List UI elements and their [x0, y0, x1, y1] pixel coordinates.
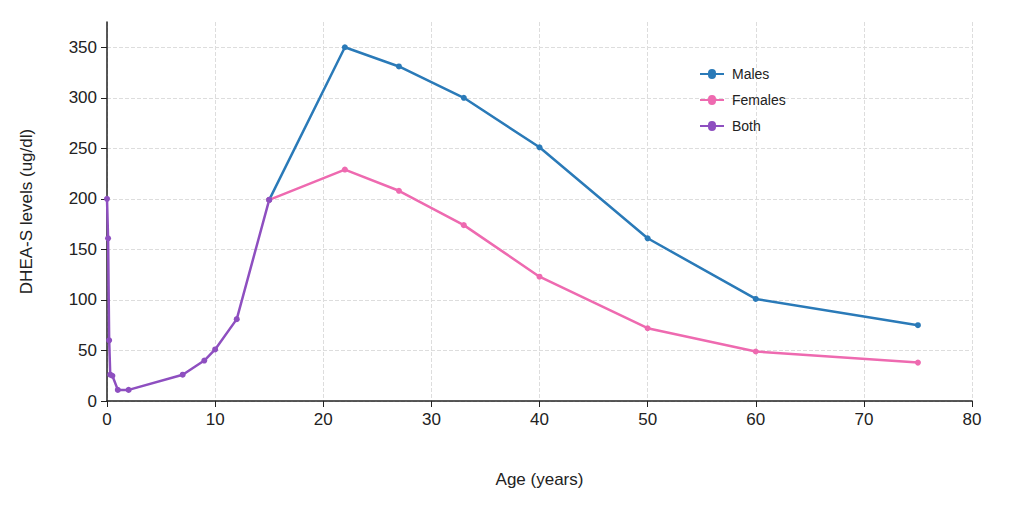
svg-text:60: 60	[746, 410, 765, 429]
svg-text:20: 20	[314, 410, 333, 429]
svg-text:Males: Males	[732, 66, 769, 82]
svg-text:300: 300	[69, 88, 97, 107]
svg-text:350: 350	[69, 38, 97, 57]
svg-text:DHEA-S levels (ug/dl): DHEA-S levels (ug/dl)	[17, 129, 36, 294]
svg-text:0: 0	[88, 392, 97, 411]
svg-text:Age (years): Age (years)	[496, 470, 584, 489]
svg-text:40: 40	[530, 410, 549, 429]
svg-text:Females: Females	[732, 92, 786, 108]
svg-text:100: 100	[69, 290, 97, 309]
svg-text:30: 30	[422, 410, 441, 429]
svg-text:0: 0	[102, 410, 111, 429]
svg-text:200: 200	[69, 189, 97, 208]
svg-text:10: 10	[206, 410, 225, 429]
svg-text:80: 80	[963, 410, 982, 429]
svg-text:250: 250	[69, 139, 97, 158]
svg-text:50: 50	[78, 341, 97, 360]
svg-text:70: 70	[854, 410, 873, 429]
svg-text:50: 50	[638, 410, 657, 429]
svg-text:Both: Both	[732, 118, 761, 134]
svg-text:150: 150	[69, 240, 97, 259]
